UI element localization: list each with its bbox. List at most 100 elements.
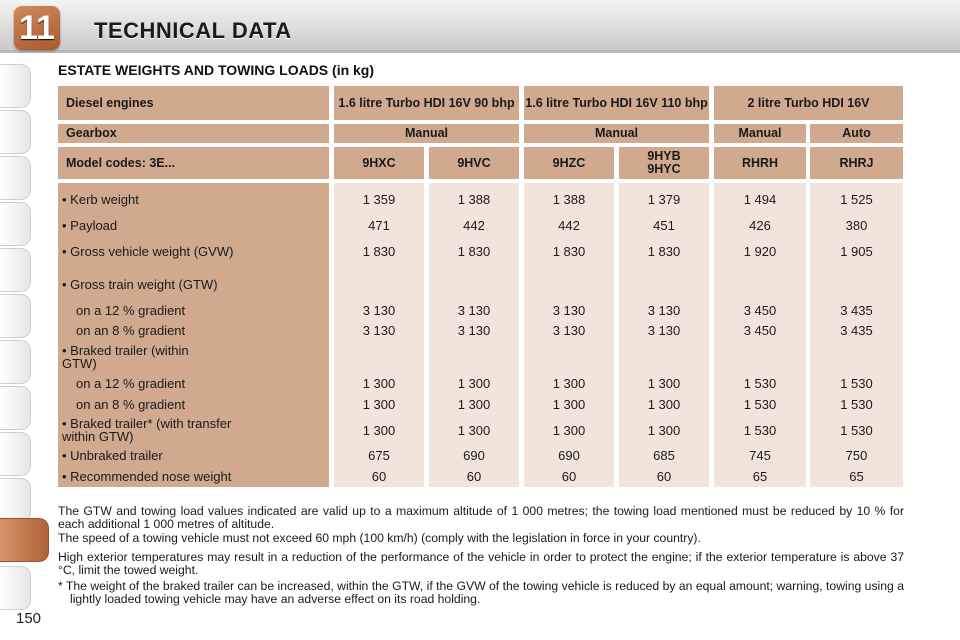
section-title: ESTATE WEIGHTS AND TOWING LOADS (in kg) <box>58 62 375 78</box>
table-cell: 60 <box>466 469 482 484</box>
page-header <box>0 0 960 52</box>
table-cell: 690 <box>463 448 485 463</box>
row-label-gtw-8: on an 8 % gradient <box>76 323 186 338</box>
table-cell: 1 300 <box>552 397 586 412</box>
row-label-gtw-12: on a 12 % gradient <box>76 303 186 318</box>
table-cell: 3 130 <box>647 323 681 338</box>
row-label-gvw: • Gross vehicle weight (GVW) <box>62 244 234 259</box>
table-cell: 1 920 <box>743 244 777 259</box>
header-model-code-5: RHRH <box>714 147 806 179</box>
chapter-tab[interactable] <box>0 478 31 522</box>
table-cell: 3 130 <box>362 303 396 318</box>
chapter-tab[interactable] <box>0 340 31 384</box>
table-cell: 3 130 <box>457 323 491 338</box>
table-cell: 60 <box>561 469 577 484</box>
table-cell: 1 300 <box>552 423 586 438</box>
table-cell: 3 435 <box>840 303 873 318</box>
table-cell: 3 130 <box>647 303 681 318</box>
note-altitude: The GTW and towing load values indicated… <box>58 504 904 531</box>
table-cell: 65 <box>849 469 864 484</box>
chapter-tab[interactable] <box>0 386 31 430</box>
header-model-code-4: 9HYB 9HYC <box>619 147 709 179</box>
row-label-unbraked-trailer: • Unbraked trailer <box>62 448 163 463</box>
table-cell: 1 830 <box>552 244 586 259</box>
row-label-braked-8: on an 8 % gradient <box>76 397 186 412</box>
header-model-code-6: RHRJ <box>810 147 903 179</box>
chapter-tab[interactable] <box>0 248 31 292</box>
table-cell: 3 130 <box>552 323 586 338</box>
table-cell: 685 <box>653 448 675 463</box>
table-cell: 1 300 <box>362 376 396 391</box>
header-gearbox: Gearbox <box>58 124 329 143</box>
table-cell: 3 435 <box>840 323 873 338</box>
data-column <box>810 183 903 487</box>
header-engine-2: 1.6 litre Turbo HDI 16V 110 bhp <box>524 86 709 120</box>
table-cell: 1 494 <box>743 192 777 207</box>
table-cell: 1 525 <box>840 192 873 207</box>
header-diesel-engines: Diesel engines <box>58 86 329 120</box>
table-cell: 1 388 <box>552 192 586 207</box>
chapter-tab[interactable] <box>0 294 31 338</box>
table-cell: 60 <box>656 469 672 484</box>
chapter-tab[interactable] <box>0 566 31 610</box>
table-cell: 1 300 <box>457 397 491 412</box>
table-cell: 1 300 <box>362 423 396 438</box>
table-cell: 3 130 <box>457 303 491 318</box>
table-cell: 1 300 <box>647 397 681 412</box>
chapter-tab[interactable] <box>0 110 31 154</box>
header-gearbox-1: Manual <box>334 124 519 143</box>
header-model-codes: Model codes: 3E... <box>58 147 329 179</box>
table-cell: 1 300 <box>647 376 681 391</box>
table-cell: 3 130 <box>552 303 586 318</box>
data-column <box>524 183 614 487</box>
table-cell: 1 530 <box>743 423 777 438</box>
row-label-braked-trailer: • Braked trailer (within GTW) <box>62 343 189 371</box>
table-cell: 1 830 <box>647 244 681 259</box>
table-cell: 451 <box>653 218 675 233</box>
page-title: TECHNICAL DATA <box>94 18 292 43</box>
table-cell: 750 <box>845 448 868 463</box>
table-cell: 675 <box>368 448 390 463</box>
table-cell: 1 300 <box>362 397 396 412</box>
row-label-payload: • Payload <box>62 218 118 233</box>
table-cell: 1 530 <box>743 397 777 412</box>
table-cell: 1 830 <box>362 244 396 259</box>
table-cell: 690 <box>558 448 580 463</box>
table-cell: 1 530 <box>840 397 873 412</box>
page-number: 150 <box>16 610 42 627</box>
chapter-tab-active[interactable] <box>0 518 49 562</box>
table-cell: 442 <box>558 218 580 233</box>
table-cell: 471 <box>368 218 390 233</box>
row-label-nose-weight: • Recommended nose weight <box>62 469 232 484</box>
row-label-braked-12: on a 12 % gradient <box>76 376 186 391</box>
table-cell: 1 830 <box>457 244 491 259</box>
chapter-tab[interactable] <box>0 202 31 246</box>
header-gearbox-4: Auto <box>810 124 903 143</box>
table-cell: 3 130 <box>362 323 396 338</box>
table-cell: 1 530 <box>743 376 777 391</box>
row-label-gtw: • Gross train weight (GTW) <box>62 277 218 292</box>
data-column <box>334 183 424 487</box>
data-column <box>619 183 709 487</box>
data-column <box>714 183 806 487</box>
table-cell: 3 450 <box>743 303 777 318</box>
chapter-tab[interactable] <box>0 64 31 108</box>
chapter-badge[interactable]: 11 <box>14 6 60 50</box>
header-gearbox-2: Manual <box>524 124 709 143</box>
table-cell: 1 379 <box>647 192 681 207</box>
table-cell: 1 300 <box>457 423 491 438</box>
row-label-braked-trailer-transfer: • Braked trailer* (with transfer within … <box>62 416 232 444</box>
header-model-code-2: 9HVC <box>429 147 519 179</box>
table-cell: 1 388 <box>457 192 491 207</box>
header-model-code-1: 9HXC <box>334 147 424 179</box>
note-braked-trailer: * The weight of the braked trailer can b… <box>58 579 904 606</box>
table-cell: 1 359 <box>362 192 396 207</box>
chapter-tab[interactable] <box>0 432 31 476</box>
table-cell: 3 450 <box>743 323 777 338</box>
header-engine-3: 2 litre Turbo HDI 16V <box>714 86 903 120</box>
table-cell: 745 <box>749 448 771 463</box>
header-engine-1: 1.6 litre Turbo HDI 16V 90 bhp <box>334 86 519 120</box>
chapter-tab[interactable] <box>0 156 31 200</box>
data-column <box>429 183 519 487</box>
note-speed: The speed of a towing vehicle must not e… <box>58 531 701 545</box>
